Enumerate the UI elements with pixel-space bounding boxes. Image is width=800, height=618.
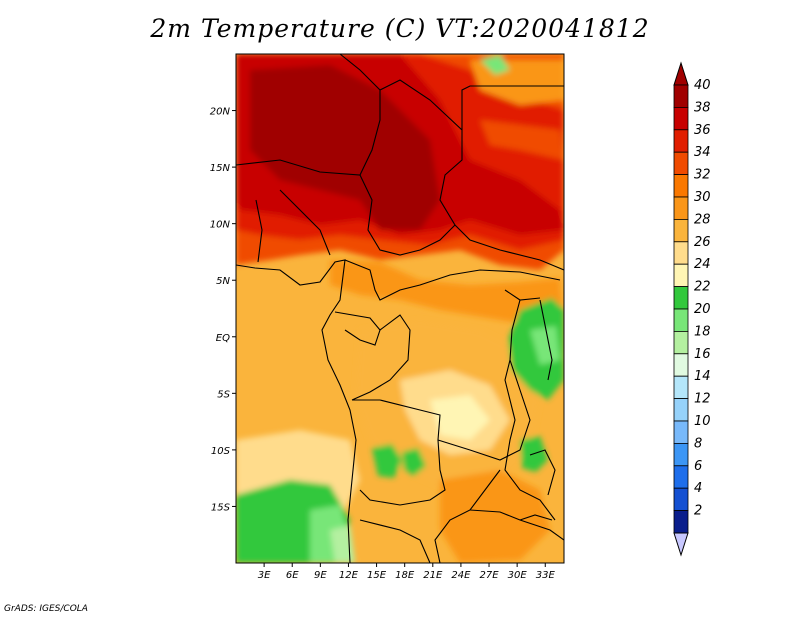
colorbar-label: 28 <box>694 212 711 227</box>
lon-tick-label: 9E <box>314 570 327 581</box>
credit-label: GrADS: IGES/COLA <box>4 604 88 614</box>
colorbar-swatch <box>673 241 689 265</box>
lon-tick-label: 15E <box>367 570 387 581</box>
colorbar-swatch <box>673 330 689 355</box>
lon-tick-label: 21E <box>423 570 443 581</box>
colorbar-swatch <box>673 510 689 534</box>
colorbar-label: 6 <box>694 459 702 474</box>
colorbar-label: 34 <box>694 145 711 160</box>
lon-tick-label: 3E <box>258 570 271 581</box>
colorbar-swatch <box>673 308 689 332</box>
lon-tick-label: 24E <box>451 570 471 581</box>
map-frame <box>235 53 565 564</box>
colorbar-label: 22 <box>694 280 711 295</box>
colorbar-label: 20 <box>694 302 711 317</box>
lon-tick-label: 18E <box>395 570 415 581</box>
colorbar-label: 36 <box>694 123 711 138</box>
colorbar-swatch <box>673 465 689 489</box>
lon-tick-label: 12E <box>339 570 359 581</box>
colorbar-label: 2 <box>694 504 702 519</box>
colorbar-swatch <box>673 84 689 108</box>
lat-tick-label: 5N <box>216 276 230 287</box>
colorbar-label: 4 <box>694 481 702 496</box>
colorbar-label: 16 <box>694 347 711 362</box>
lat-tick-label: 15N <box>210 163 231 174</box>
colorbar-label: 18 <box>694 324 711 339</box>
lon-tick-label: 30E <box>508 570 528 581</box>
colorbar-bottom-arrow <box>673 532 689 557</box>
colorbar-swatch <box>673 263 689 288</box>
colorbar-label: 40 <box>694 78 711 93</box>
colorbar-label: 8 <box>694 436 702 451</box>
lat-tick-label: 20N <box>210 107 231 118</box>
colorbar-label: 10 <box>694 414 711 429</box>
colorbar-swatch <box>673 196 689 220</box>
colorbar-swatch <box>673 420 689 444</box>
colorbar-swatch <box>673 442 689 467</box>
colorbar-label: 32 <box>694 168 711 183</box>
plot-title: 2m Temperature (C) VT:2020041812 <box>150 14 650 43</box>
colorbar-swatch <box>673 129 689 153</box>
colorbar-swatch <box>673 151 689 175</box>
lon-tick-label: 6E <box>286 570 299 581</box>
colorbar-label: 30 <box>694 190 711 205</box>
colorbar-swatch <box>673 487 689 512</box>
latitude-axis: 20N 15N 10N 5N EQ 5S 10S 15S <box>210 107 236 513</box>
colorbar-swatch <box>673 398 689 422</box>
colorbar-label: 24 <box>694 257 711 272</box>
colorbar: 40 38 36 34 32 30 28 26 24 22 20 18 16 14 12 10 8 6 4 2 <box>673 61 711 557</box>
lon-tick-label: 33E <box>536 570 556 581</box>
colorbar-label: 26 <box>694 235 711 250</box>
colorbar-top-arrow <box>673 61 689 86</box>
colorbar-label: 14 <box>694 369 711 384</box>
lat-tick-label: 15S <box>211 502 231 513</box>
longitude-axis: 3E 6E 9E 12E 15E 18E 21E 24E 27E 30E 33E <box>258 563 556 581</box>
colorbar-label: 38 <box>694 100 711 115</box>
lat-tick-label: 10S <box>211 446 231 457</box>
colorbar-swatch <box>673 218 689 243</box>
lat-tick-label: 10N <box>210 220 231 231</box>
lon-tick-label: 27E <box>480 570 500 581</box>
colorbar-swatch <box>673 375 689 400</box>
colorbar-swatch <box>673 353 689 377</box>
colorbar-swatch <box>673 174 689 198</box>
temperature-field <box>236 54 564 563</box>
lat-tick-label: EQ <box>216 333 230 344</box>
colorbar-swatch <box>673 107 689 131</box>
country-boundaries <box>236 54 564 563</box>
colorbar-swatch <box>673 286 689 310</box>
colorbar-label: 12 <box>694 392 711 407</box>
lat-tick-label: 5S <box>217 389 230 400</box>
